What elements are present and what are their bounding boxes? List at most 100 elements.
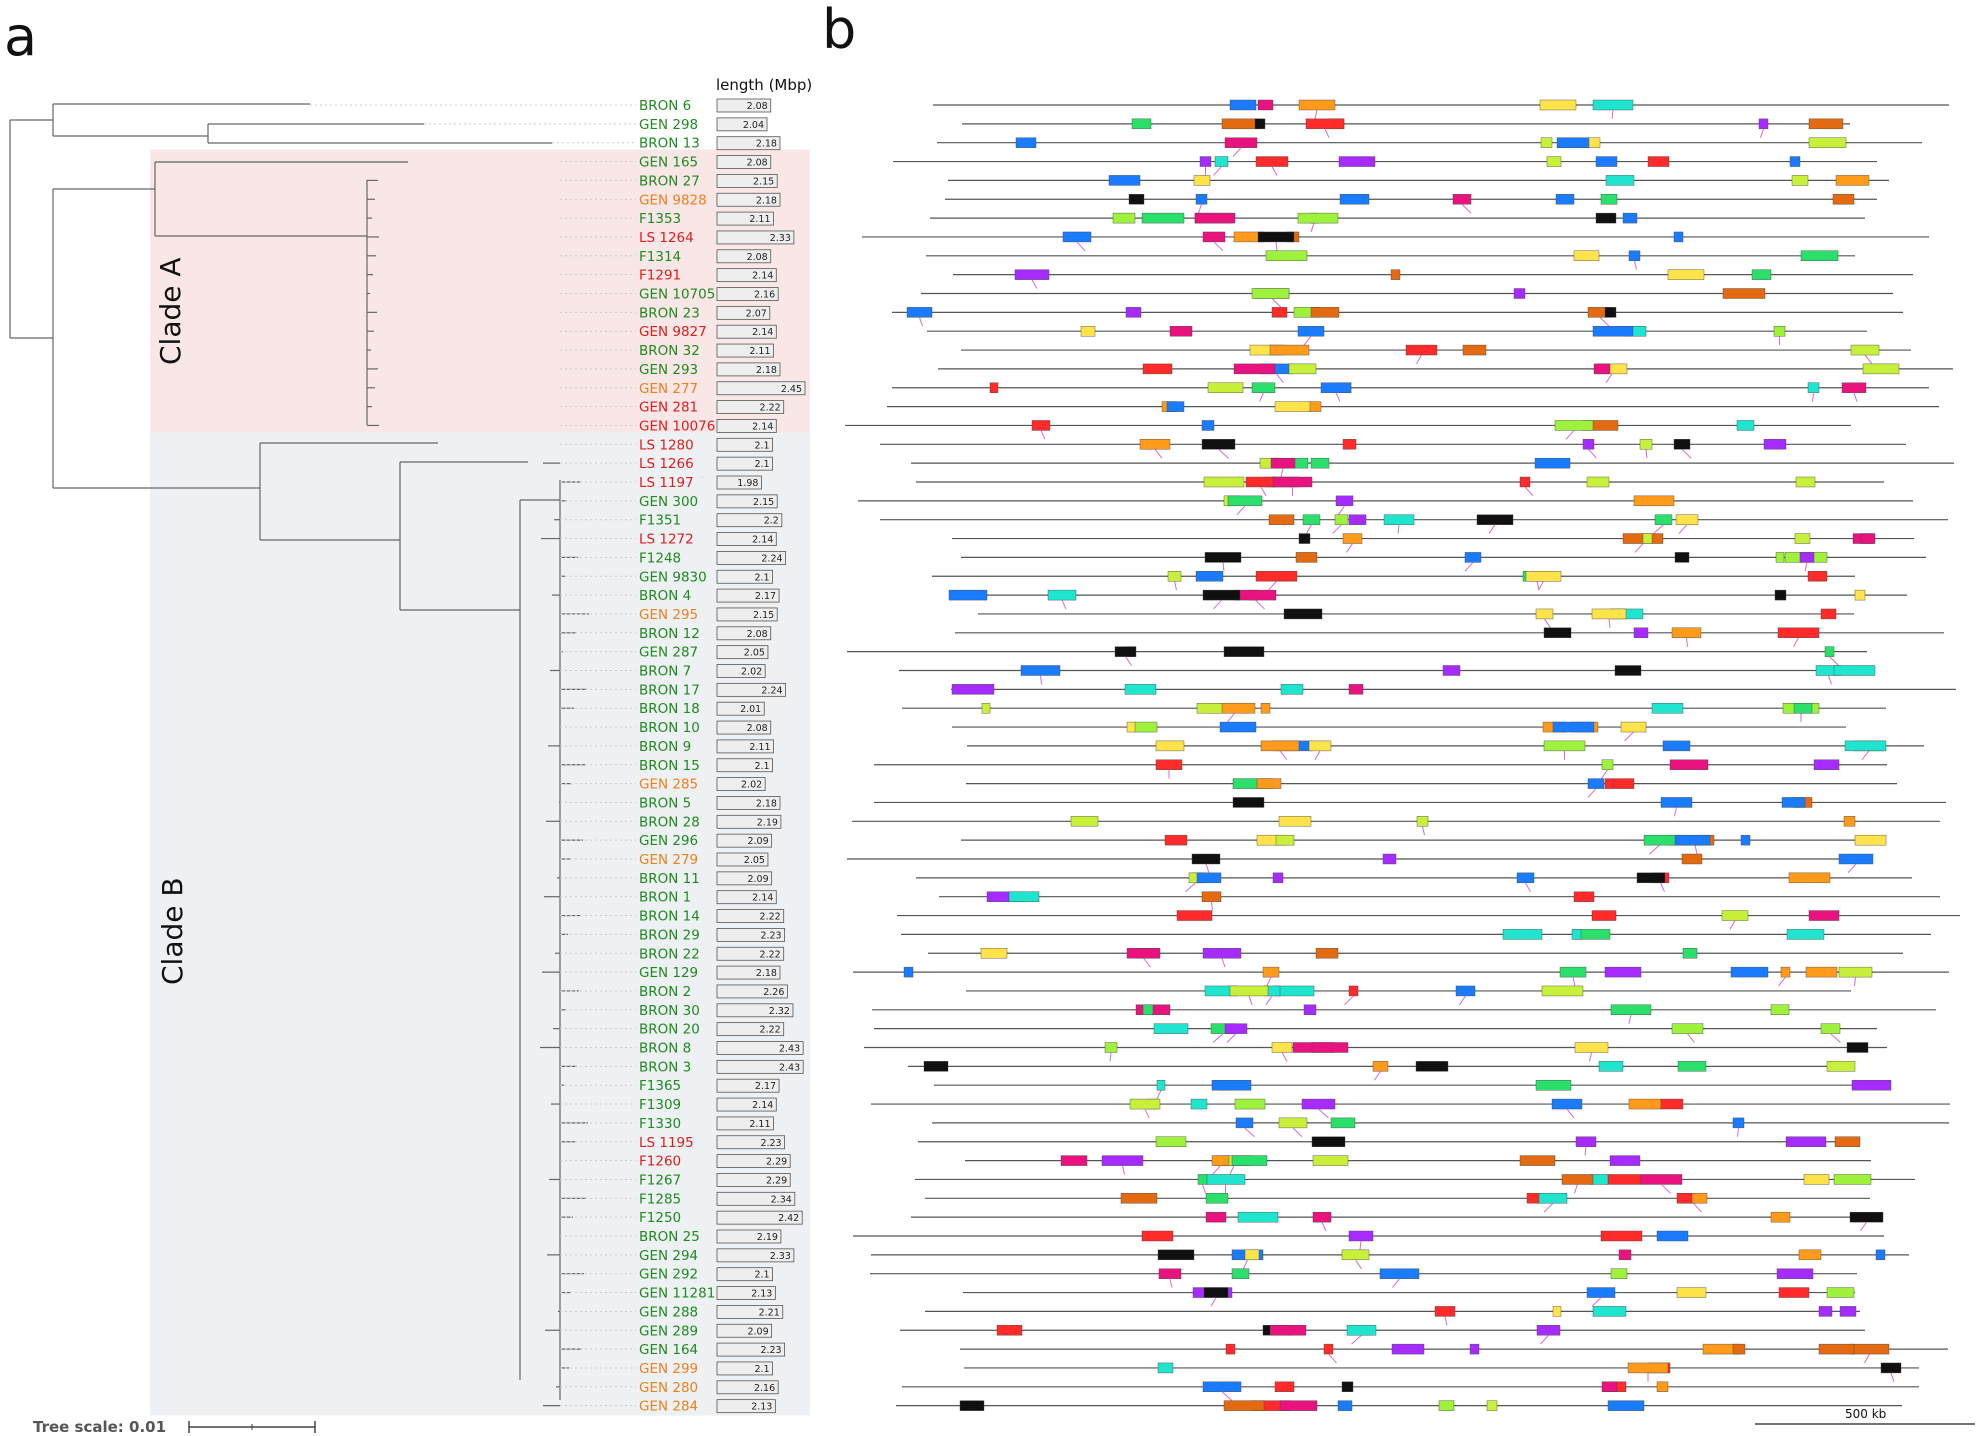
synteny-block xyxy=(1272,476,1313,488)
synteny-block xyxy=(1469,1343,1480,1355)
length-bar xyxy=(716,1097,777,1112)
synteny-block xyxy=(1850,344,1880,356)
strain-label: BRON 15 xyxy=(639,758,700,774)
synteny-block xyxy=(1323,1343,1334,1355)
synteny-link xyxy=(1804,562,1808,572)
synteny-link xyxy=(1543,1202,1554,1213)
synteny-link xyxy=(1538,581,1544,591)
synteny-link xyxy=(1687,1033,1695,1043)
synteny-link xyxy=(1222,562,1225,572)
synteny-block xyxy=(1722,288,1766,299)
length-value: 2.26 xyxy=(763,987,784,998)
synteny-link xyxy=(1156,1089,1162,1100)
length-value: 2.29 xyxy=(766,1157,787,1168)
synteny-link xyxy=(1645,449,1648,459)
synteny-block xyxy=(1339,194,1370,205)
synteny-block xyxy=(1628,250,1641,262)
synteny-block xyxy=(1101,1155,1144,1166)
synteny-block xyxy=(1288,363,1317,375)
length-bar xyxy=(716,419,777,433)
synteny-link xyxy=(1210,1297,1217,1307)
length-bar xyxy=(716,720,772,735)
synteny-link xyxy=(1266,976,1272,987)
synteny-link xyxy=(1143,957,1151,968)
strain-label: F1285 xyxy=(639,1191,681,1207)
synteny-block xyxy=(1788,872,1831,884)
synteny-block xyxy=(1060,1155,1088,1166)
synteny-block xyxy=(1310,457,1330,469)
synteny-block xyxy=(1271,1042,1293,1053)
length-value: 2.22 xyxy=(760,1025,781,1036)
synteny-block xyxy=(1201,439,1236,450)
synteny-block xyxy=(1207,382,1244,393)
synteny-block xyxy=(1108,175,1141,186)
synteny-block xyxy=(1164,834,1188,846)
synteny-block xyxy=(1660,797,1693,808)
synteny-link xyxy=(1205,863,1210,874)
synteny-link xyxy=(1202,1184,1206,1194)
length-value: 2.08 xyxy=(747,629,768,640)
strain-label: GEN 9827 xyxy=(639,324,707,340)
synteny-link xyxy=(1321,1221,1327,1232)
synteny-block xyxy=(1196,872,1222,884)
synteny-link xyxy=(1335,392,1341,402)
synteny-block xyxy=(1860,533,1876,544)
synteny-link xyxy=(1344,995,1354,1006)
synteny-link xyxy=(1812,392,1814,402)
synteny-link xyxy=(1346,543,1353,553)
length-bar xyxy=(716,1041,804,1055)
length-value: 2.11 xyxy=(749,742,770,753)
synteny-block xyxy=(1774,589,1787,601)
synteny-block xyxy=(1142,363,1173,375)
synteny-block xyxy=(1595,212,1617,224)
synteny-link xyxy=(1351,1334,1362,1345)
synteny-block xyxy=(1592,326,1634,337)
synteny-block xyxy=(1546,156,1562,167)
length-value: 2.21 xyxy=(759,1307,780,1318)
tree-scale-label: Tree scale: 0.01 xyxy=(33,1418,166,1436)
synteny-block xyxy=(1274,401,1311,412)
synteny-block xyxy=(1008,891,1040,902)
synteny-block xyxy=(1541,985,1584,997)
length-value: 2.19 xyxy=(757,1232,778,1243)
synteny-block xyxy=(1234,589,1277,601)
synteny-block xyxy=(1835,175,1870,186)
synteny-link xyxy=(1793,637,1799,647)
synteny-block xyxy=(1609,1155,1641,1166)
synteny-block xyxy=(1776,1268,1814,1279)
strain-label: BRON 18 xyxy=(639,701,700,717)
synteny-block xyxy=(1628,1098,1662,1110)
synteny-link xyxy=(1211,901,1213,911)
synteny-block xyxy=(1201,891,1222,902)
synteny-block xyxy=(1770,1211,1791,1223)
strain-label: F1309 xyxy=(639,1097,681,1113)
synteny-block xyxy=(1229,99,1257,111)
length-value: 2.14 xyxy=(752,271,773,282)
length-value: 2.24 xyxy=(761,685,782,696)
synteny-link xyxy=(1061,599,1067,610)
synteny-block xyxy=(1031,420,1051,431)
strain-label: BRON 14 xyxy=(639,909,700,925)
synteny-block xyxy=(1818,1306,1833,1317)
synteny-link xyxy=(1169,1278,1173,1288)
synteny-link xyxy=(1314,750,1321,760)
synteny-block xyxy=(1269,1325,1307,1336)
length-value: 2.18 xyxy=(756,968,777,979)
length-bar xyxy=(716,287,779,301)
strain-label: BRON 3 xyxy=(639,1059,691,1075)
length-value: 2.23 xyxy=(760,1138,781,1149)
strain-labels: BRON 6 GEN 298 BRON 13 GEN 165 BRON 27 GEN 98… xyxy=(639,98,715,1415)
synteny-block xyxy=(1442,665,1461,676)
strain-label: GEN 295 xyxy=(639,607,698,623)
synteny-block xyxy=(1591,608,1627,620)
strain-label: BRON 27 xyxy=(639,173,700,189)
synteny-block xyxy=(1651,703,1684,714)
synteny-block xyxy=(1141,212,1185,224)
strain-label: F1248 xyxy=(639,550,681,566)
length-bar xyxy=(716,777,766,791)
synteny-block xyxy=(1211,1155,1230,1166)
synteny-block xyxy=(1793,703,1813,714)
synteny-block xyxy=(1153,1023,1189,1034)
synteny-link xyxy=(1292,1127,1303,1138)
synteny-block xyxy=(1211,1079,1252,1091)
